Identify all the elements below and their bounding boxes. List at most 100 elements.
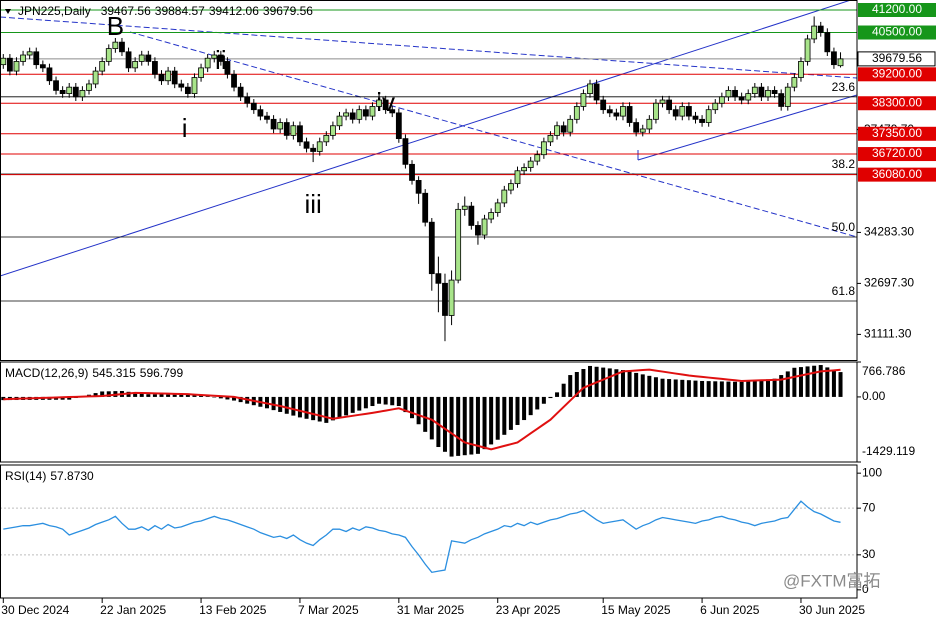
candle-body — [758, 86, 765, 98]
candle-body — [112, 41, 119, 49]
candle-body — [138, 54, 145, 62]
candle-body — [224, 61, 231, 75]
macd-bar — [383, 396, 388, 405]
macd-bar — [278, 396, 283, 412]
header-close: 39679.56 — [263, 4, 313, 18]
overlay: JPN225,Daily 39467.56 39884.57 39412.06 3967… — [5, 4, 881, 590]
candle-body — [389, 109, 396, 114]
current-price-box — [857, 51, 936, 67]
candle-body — [738, 96, 745, 101]
macd-bar — [502, 396, 507, 435]
candle-body — [66, 86, 73, 95]
candle-body — [402, 138, 409, 165]
level-label: 38300.00 — [872, 95, 922, 109]
candle-body — [231, 73, 237, 88]
macd-bar — [779, 375, 784, 397]
macd-bar — [172, 394, 177, 397]
candle-body — [521, 167, 527, 172]
macd-bar — [535, 396, 540, 410]
candle-body — [290, 125, 297, 136]
macd-bar — [67, 396, 72, 400]
candle-body — [409, 163, 415, 181]
rsi-y-tick-label: 30 — [862, 547, 876, 561]
watermark: @FXTM富拓 — [783, 571, 881, 590]
macd-bar — [568, 375, 573, 397]
x-tick-label: 15 May 2025 — [601, 603, 671, 617]
macd-bar — [713, 381, 718, 397]
level-label: 40500.00 — [872, 25, 922, 39]
candle-body — [119, 41, 125, 53]
candle-body — [125, 51, 132, 69]
candle-body — [264, 115, 270, 120]
macd-bar — [403, 396, 408, 413]
macd-bar — [561, 383, 566, 397]
y-tick-label: 32697.30 — [864, 276, 914, 290]
macd-bar — [522, 396, 527, 421]
macd-bar — [370, 396, 375, 407]
macd-bar — [304, 396, 309, 419]
candle-body — [685, 106, 692, 117]
candle-body — [211, 54, 218, 59]
x-tick-label: 30 Jun 2025 — [799, 603, 865, 617]
candle-body — [382, 99, 389, 111]
macd-bar — [680, 379, 685, 397]
macd-bar — [423, 396, 428, 432]
macd-bar — [489, 396, 494, 445]
macd-bar — [199, 395, 204, 397]
macd-bar — [205, 396, 210, 397]
candle-body — [692, 115, 699, 120]
candle-body — [448, 279, 455, 316]
macd-bar — [752, 380, 757, 397]
macd-bar — [344, 396, 349, 416]
macd-bar — [686, 380, 691, 397]
macd-bar — [100, 391, 105, 397]
y-tick-label: 31111.30 — [864, 327, 912, 341]
candle-body — [362, 109, 369, 117]
candle-body — [277, 122, 284, 130]
panel-border — [0, 464, 858, 599]
macd-bar — [719, 381, 724, 397]
macd-bar — [166, 394, 171, 397]
candle-body — [395, 112, 402, 140]
candle-body — [349, 112, 356, 120]
macd-bar — [792, 367, 797, 397]
candle-body — [13, 61, 20, 72]
candle-body — [132, 61, 139, 69]
candle-body — [626, 106, 633, 123]
candle-body — [20, 54, 26, 62]
candle-body — [145, 54, 152, 62]
macd-bar — [390, 396, 395, 406]
macd-bar — [475, 396, 480, 454]
candle-body — [613, 112, 620, 117]
macd-bar — [442, 396, 447, 452]
fib-label: 61.8 — [832, 284, 856, 298]
macd-y-tick-label: 766.786 — [862, 364, 906, 378]
macd-bar — [60, 396, 65, 400]
candle-body — [237, 86, 244, 98]
macd-bar — [614, 369, 619, 397]
macd-bar — [640, 374, 645, 397]
macd-bar — [185, 394, 190, 397]
candle-body — [534, 154, 541, 162]
candle-body — [461, 205, 468, 210]
candle-body — [105, 48, 112, 62]
candle-body — [547, 135, 554, 143]
macd-bar — [798, 367, 803, 397]
candle-body — [672, 109, 679, 117]
candle-body — [508, 183, 514, 191]
macd-bar — [726, 381, 731, 397]
candle-body — [817, 25, 824, 33]
macd-bar — [291, 396, 296, 416]
macd-bar — [192, 395, 197, 397]
panel-border — [0, 0, 858, 361]
macd-bar — [831, 369, 836, 397]
level-box — [858, 147, 936, 162]
candle-body — [178, 83, 185, 88]
candle-body — [527, 160, 534, 168]
candle-body — [270, 118, 277, 130]
header-open: 39467.56 — [101, 4, 151, 18]
candle-body — [171, 70, 178, 85]
candle-body — [837, 58, 844, 67]
macd-bar — [739, 381, 744, 397]
